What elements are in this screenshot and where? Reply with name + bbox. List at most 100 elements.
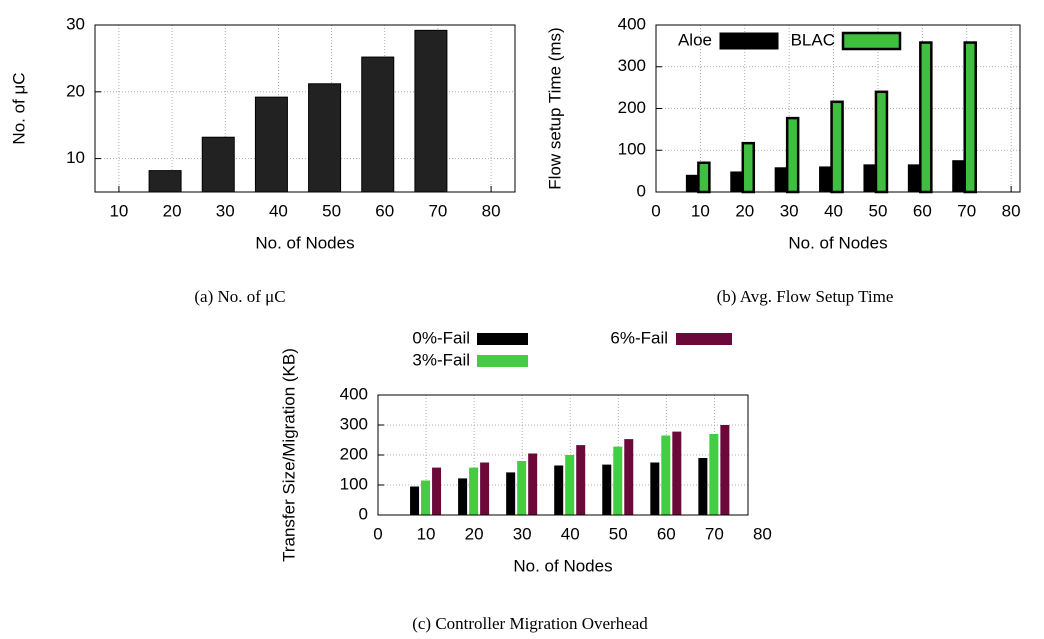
x-axis-label: No. of Nodes: [788, 233, 887, 252]
x-axis-label: No. of Nodes: [513, 556, 612, 575]
y-axis-label: Transfer Size/Migration (KB): [279, 348, 298, 562]
bar: [685, 174, 698, 193]
x-tick-label: 60: [657, 524, 676, 543]
x-tick-label: 40: [561, 524, 580, 543]
y-axis-label-clip: Transfer Size/Migration (KB): [279, 348, 298, 562]
x-tick-label: 10: [691, 201, 710, 220]
bar: [952, 160, 965, 193]
y-tick-label: 400: [340, 384, 368, 403]
bar: [432, 467, 442, 515]
y-tick-label: 300: [618, 56, 646, 75]
bar: [650, 462, 660, 515]
x-tick-label: 60: [375, 201, 394, 220]
y-tick-label: 20: [66, 81, 85, 100]
y-tick-label: 200: [340, 444, 368, 463]
bar: [874, 90, 889, 194]
bar: [576, 445, 586, 515]
plot-frame: [377, 394, 749, 516]
legend-swatch: [477, 355, 528, 367]
bar: [361, 56, 395, 193]
bar: [565, 455, 575, 515]
x-tick-label: 80: [753, 524, 772, 543]
legend-label: BLAC: [791, 30, 835, 49]
legend-swatch: [477, 333, 528, 345]
y-tick-label: 300: [340, 414, 368, 433]
x-axis-label: No. of Nodes: [255, 233, 354, 252]
bar: [148, 170, 182, 193]
x-tick-label: 70: [428, 201, 447, 220]
bar: [774, 167, 787, 193]
bar: [907, 164, 920, 193]
legend-swatch: [676, 333, 732, 345]
y-tick-label: 10: [66, 148, 85, 167]
bar: [308, 83, 342, 193]
bar: [720, 425, 730, 515]
bar: [506, 472, 516, 515]
caption: (b) Avg. Flow Setup Time: [717, 287, 894, 306]
bar: [919, 41, 933, 194]
y-tick-label: 100: [340, 474, 368, 493]
x-tick-label: 30: [780, 201, 799, 220]
caption: (c) Controller Migration Overhead: [412, 614, 648, 633]
bar: [785, 116, 800, 194]
y-axis-label: Flow setup Time (ms): [545, 27, 564, 189]
y-tick-label: 30: [66, 14, 85, 33]
y-tick-label: 100: [618, 140, 646, 159]
y-axis-label: No. of μC: [9, 72, 28, 144]
x-tick-label: 70: [705, 524, 724, 543]
bar: [602, 464, 612, 515]
x-tick-label: 70: [957, 201, 976, 220]
bar: [698, 458, 708, 515]
x-tick-label: 20: [735, 201, 754, 220]
legend-label: 6%-Fail: [610, 328, 668, 347]
x-tick-label: 0: [651, 201, 660, 220]
plot-frame: [655, 24, 1021, 193]
x-tick-label: 60: [913, 201, 932, 220]
x-tick-label: 10: [417, 524, 436, 543]
plot-frame: [94, 24, 516, 193]
x-tick-label: 40: [269, 201, 288, 220]
x-tick-label: 80: [482, 201, 501, 220]
x-tick-label: 50: [868, 201, 887, 220]
bar: [672, 431, 682, 515]
x-tick-label: 10: [109, 201, 128, 220]
bar: [661, 435, 671, 515]
bar: [830, 100, 844, 194]
bar: [480, 462, 490, 515]
x-tick-label: 30: [216, 201, 235, 220]
bar: [863, 164, 876, 193]
y-tick-label: 0: [637, 181, 646, 200]
x-tick-label: 30: [513, 524, 532, 543]
bar: [469, 467, 479, 515]
bar: [697, 161, 711, 194]
bar: [201, 136, 235, 193]
bar: [554, 465, 564, 515]
x-tick-label: 80: [1002, 201, 1021, 220]
bar: [741, 141, 756, 194]
caption: (a) No. of μC: [194, 287, 285, 306]
y-tick-label: 200: [618, 98, 646, 117]
x-tick-label: 40: [824, 201, 843, 220]
bar: [410, 486, 420, 515]
bar: [517, 461, 527, 515]
legend-label: Aloe: [678, 30, 712, 49]
x-tick-label: 50: [322, 201, 341, 220]
bar: [613, 446, 623, 515]
bar: [421, 480, 431, 515]
bar: [819, 166, 832, 193]
bar: [709, 434, 719, 515]
legend-label: 3%-Fail: [412, 350, 470, 369]
x-tick-label: 20: [163, 201, 182, 220]
bar: [458, 478, 468, 515]
bar: [963, 41, 977, 194]
bar: [624, 439, 634, 515]
bar: [528, 453, 538, 515]
bar: [414, 29, 448, 193]
legend-swatch: [841, 31, 902, 51]
x-tick-label: 50: [609, 524, 628, 543]
x-tick-label: 0: [373, 524, 382, 543]
y-tick-label: 0: [359, 504, 368, 523]
y-tick-label: 400: [618, 14, 646, 33]
bar: [254, 96, 288, 193]
